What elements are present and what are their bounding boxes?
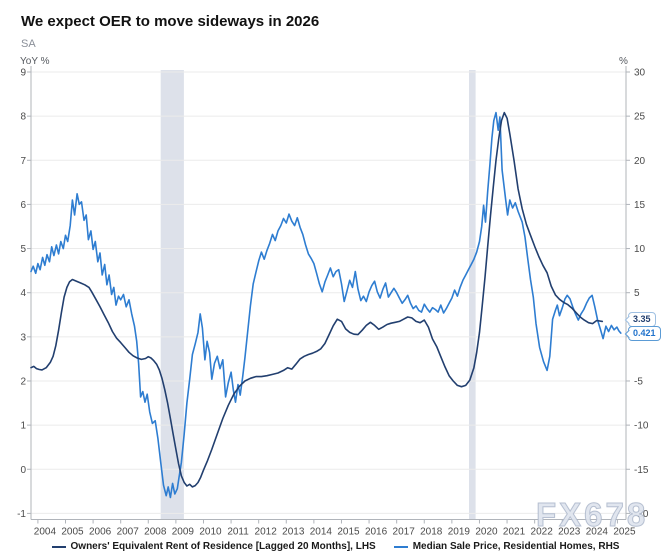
legend-item-msp: Median Sale Price, Residential Homes, RH…	[393, 541, 620, 552]
legend-label-msp: Median Sale Price, Residential Homes, RH…	[412, 541, 620, 552]
right-axis-tick-label: 10	[634, 244, 646, 255]
end-label-1: 0.421	[628, 326, 661, 342]
right-axis-tick-label: -10	[634, 421, 649, 432]
x-axis-tick-label: 2012	[255, 527, 278, 538]
x-axis-tick-label: 2008	[144, 527, 167, 538]
x-axis-tick-label: 2010	[199, 527, 222, 538]
left-axis-tick-label: 8	[20, 112, 26, 123]
x-axis-tick-label: 2019	[448, 527, 471, 538]
x-axis-tick-label: 2007	[117, 527, 140, 538]
left-axis-tick-label: 7	[20, 156, 26, 167]
right-axis-tick-label: 20	[634, 156, 646, 167]
recession-band	[469, 70, 476, 520]
x-axis-tick-label: 2015	[337, 527, 360, 538]
left-axis-tick-label: 0	[20, 465, 26, 476]
msp-line-swatch	[393, 545, 408, 548]
left-axis-tick-label: -1	[17, 509, 26, 520]
series-line-0	[30, 111, 604, 488]
x-axis-tick-label: 2005	[61, 527, 84, 538]
x-axis-tick-label: 2013	[282, 527, 305, 538]
x-axis-tick-label: 2011	[227, 527, 249, 538]
x-axis-tick-label: 2021	[503, 527, 526, 538]
x-axis-tick-label: 2017	[393, 527, 416, 538]
x-axis-tick-label: 2006	[89, 527, 112, 538]
x-axis-tick-label: 2016	[365, 527, 388, 538]
legend-item-oer: Owners' Equivalent Rent of Residence [La…	[51, 541, 376, 552]
right-axis-tick-label: 30	[634, 68, 646, 79]
chart-legend: Owners' Equivalent Rent of Residence [La…	[0, 541, 671, 552]
page-title: We expect OER to move sideways in 2026	[21, 13, 320, 30]
series-line-1	[30, 111, 622, 499]
left-axis-unit-label: YoY %	[20, 56, 50, 67]
left-axis-tick-label: 9	[20, 68, 26, 79]
right-axis-tick-label: 15	[634, 200, 646, 211]
right-axis-tick-label: -20	[634, 509, 649, 520]
watermark: FX678	[535, 496, 649, 534]
left-axis-tick-label: 6	[20, 200, 26, 211]
legend-label-oer: Owners' Equivalent Rent of Residence [La…	[70, 541, 376, 552]
end-label-1-value: 0.421	[633, 328, 656, 339]
chart-subtitle: SA	[21, 38, 36, 50]
x-axis-tick-label: 2025	[613, 527, 636, 538]
x-axis-tick-label: 2020	[475, 527, 498, 538]
right-axis-tick-label: 25	[634, 112, 646, 123]
x-axis-tick-label: 2018	[420, 527, 443, 538]
left-axis-tick-label: 5	[20, 244, 26, 255]
end-label-0-value: 3.35	[633, 314, 651, 325]
oer-line-swatch	[51, 545, 66, 548]
x-axis-tick-label: 2004	[34, 527, 57, 538]
right-axis-tick-label: -15	[634, 465, 649, 476]
recession-band	[160, 70, 184, 520]
right-axis-tick-label: 5	[634, 288, 640, 299]
x-axis-tick-label: 2023	[558, 527, 581, 538]
x-axis-tick-label: 2024	[586, 527, 609, 538]
right-axis-tick-label: -5	[634, 376, 643, 387]
left-axis-tick-label: 1	[20, 421, 26, 432]
x-axis-tick-label: 2022	[531, 527, 554, 538]
x-axis-tick-label: 2009	[172, 527, 195, 538]
x-axis-tick-label: 2014	[310, 527, 333, 538]
left-axis-tick-label: 4	[20, 288, 26, 299]
left-axis-tick-label: 3	[20, 332, 26, 343]
left-axis-tick-label: 2	[20, 376, 26, 387]
right-axis-unit-label: %	[619, 56, 628, 67]
